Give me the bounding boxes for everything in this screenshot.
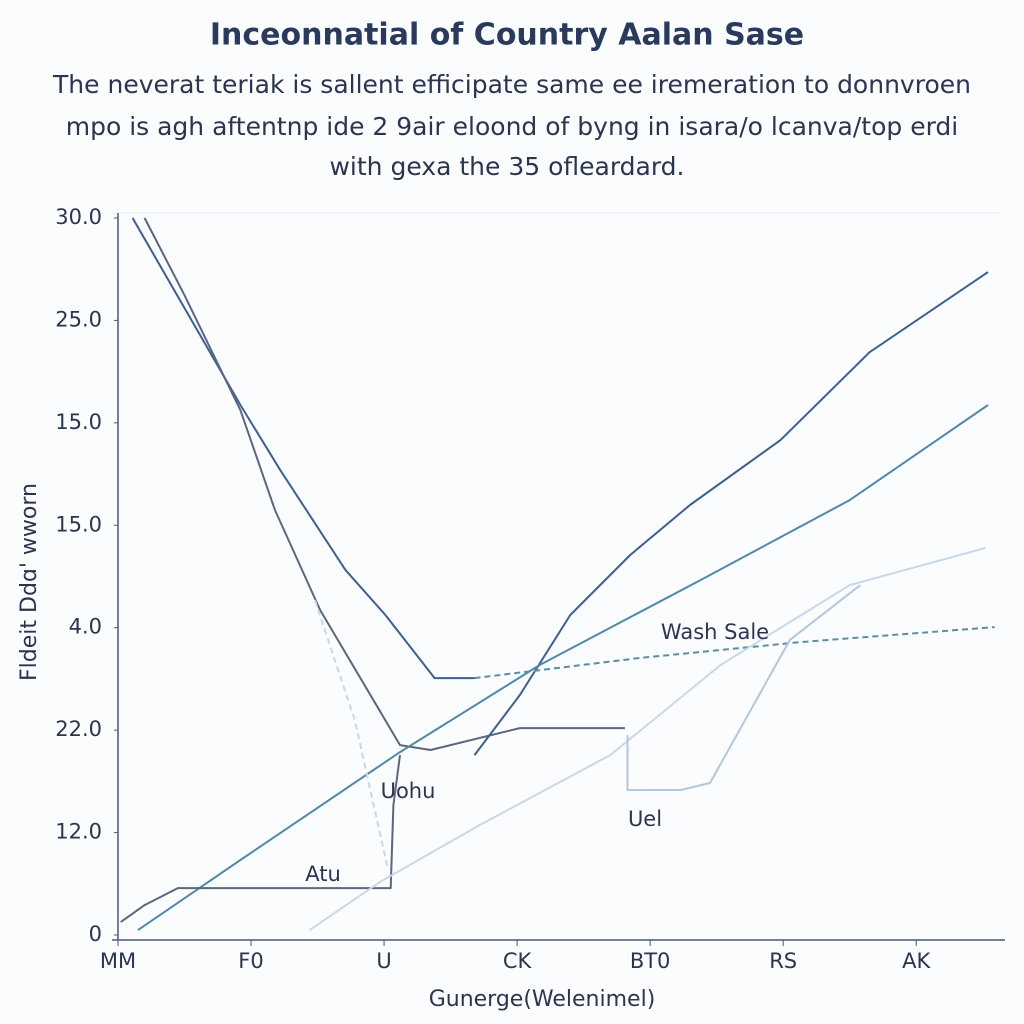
annotation: Uel xyxy=(628,807,662,831)
y-tick-label: 0 xyxy=(89,922,102,946)
x-tick-label: CK xyxy=(503,949,533,973)
y-tick-label: 15.0 xyxy=(55,410,102,434)
annotation: Atu xyxy=(305,862,341,886)
line-series xyxy=(626,584,861,791)
x-tick-label: U xyxy=(376,949,391,973)
line-series xyxy=(120,754,401,923)
line-series xyxy=(474,626,995,680)
line-series xyxy=(143,217,625,751)
x-tick-label: RS xyxy=(769,949,797,973)
line-series xyxy=(309,547,986,931)
line-series xyxy=(313,599,390,871)
y-tick-label: 12.0 xyxy=(55,820,102,844)
line-series xyxy=(137,404,989,931)
x-tick-label: MM xyxy=(100,949,136,973)
x-axis-label: Gunerge(Welenimel) xyxy=(429,987,656,1012)
chart-title: Inceonnatial of Country Aalan Sase xyxy=(210,18,804,53)
subtitle: with gexa the 35 ofleardard. xyxy=(329,152,684,181)
line-series xyxy=(131,217,475,680)
y-axis-label: Fldeit Ddɑ' wworn xyxy=(17,483,42,681)
y-tick-label: 15.0 xyxy=(55,512,102,536)
x-tick-label: F0 xyxy=(238,949,263,973)
x-tick-label: BT0 xyxy=(630,949,671,973)
subtitle: The neverat teriak is sallent efficipate… xyxy=(52,70,971,99)
line-series xyxy=(473,271,989,756)
annotation: Wash Sale xyxy=(661,620,769,644)
y-tick-label: 30.0 xyxy=(55,205,102,229)
y-tick-label: 22.0 xyxy=(55,717,102,741)
y-tick-label: 25.0 xyxy=(55,307,102,331)
x-tick-label: AK xyxy=(902,949,931,973)
subtitle: mpo is agh aftentnp ide 2 9air eloond of… xyxy=(66,112,959,141)
annotation: Uohu xyxy=(381,779,436,803)
y-tick-label: 4.0 xyxy=(69,615,102,639)
